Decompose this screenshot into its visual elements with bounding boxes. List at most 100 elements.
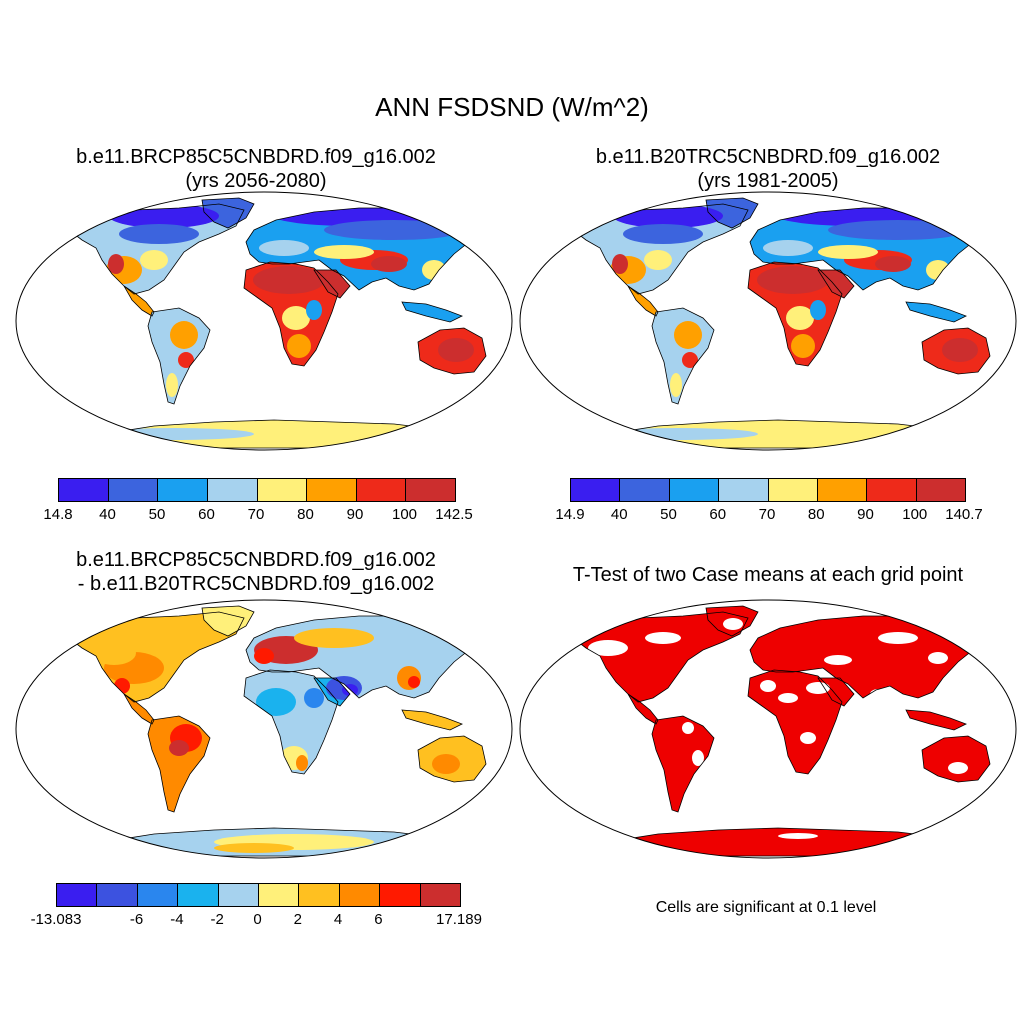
field-patch <box>92 641 136 665</box>
field-patch <box>875 256 911 272</box>
colorbar-swatch <box>406 479 455 501</box>
colorbar-tick-label: -4 <box>170 911 184 928</box>
field-patch <box>763 240 813 256</box>
colorbar-tick-label: 100 <box>902 506 928 523</box>
coastline <box>201 605 255 637</box>
colorbar-labels-case1: 14.8 40 50 60 70 80 90 100 142.5 <box>43 506 472 526</box>
colorbar-swatch <box>420 884 461 906</box>
colorbar-swatch <box>620 479 670 501</box>
panel-title-case1: b.e11.BRCP85C5CNBDRD.f09_g16.002 (yrs 20… <box>0 145 512 193</box>
field-patch <box>723 618 743 630</box>
colorbar-difference <box>56 883 461 907</box>
field-patch <box>810 300 826 320</box>
field-patch <box>438 338 474 362</box>
coastline <box>401 709 463 731</box>
field-patch <box>800 732 816 744</box>
colorbar-swatch <box>178 884 219 906</box>
map-case1 <box>15 191 513 451</box>
coastline <box>817 269 855 299</box>
field-patch <box>259 240 309 256</box>
colorbar-tick-label: 40 <box>610 506 628 523</box>
field-patch <box>314 245 374 259</box>
coastline <box>705 605 759 637</box>
field-patch <box>623 224 703 244</box>
colorbar-swatch <box>158 479 208 501</box>
colorbar-swatch <box>380 884 421 906</box>
land-europeAsia <box>750 616 993 698</box>
colorbar-tick-label: 6 <box>374 911 383 928</box>
coastline <box>572 203 749 295</box>
field-patch <box>296 755 308 771</box>
field-patch <box>598 428 758 440</box>
land-centralAmerica <box>628 286 658 316</box>
colorbar-swatch <box>259 884 300 906</box>
field-patch <box>806 682 830 694</box>
colorbar-labels-difference: -13.083 -6 -4 -2 0 2 4 6 17.189 <box>31 911 482 931</box>
panel-title-case2-line2: (yrs 1981-2005) <box>697 170 839 192</box>
colorbar-tick-label: 100 <box>391 506 418 523</box>
field-patch <box>253 266 325 294</box>
coastline <box>627 693 659 725</box>
panel-title-case2: b.e11.B20TRC5CNBDRD.f09_g16.002 (yrs 198… <box>512 145 1024 193</box>
colorbar-swatch <box>817 479 868 501</box>
colorbar-tick-label: 14.8 <box>43 506 73 523</box>
colorbar-tick-label: 2 <box>293 911 302 928</box>
land-australia <box>922 736 990 782</box>
colorbar-tick-label: 90 <box>346 506 364 523</box>
coastline <box>68 611 245 703</box>
field-patch <box>786 306 814 330</box>
field-patch <box>94 428 254 440</box>
field-patch <box>254 648 274 664</box>
panel-title-difference-line1: b.e11.BRCP85C5CNBDRD.f09_g16.002 <box>76 549 436 571</box>
field-patch <box>674 321 702 349</box>
land-northAmerica <box>69 612 244 702</box>
field-patch <box>778 693 798 703</box>
colorbar-tick-label: 60 <box>709 506 727 523</box>
field-patch <box>384 841 444 851</box>
field-patch <box>324 220 464 240</box>
colorbar-tick-label: 14.9 <box>555 506 585 523</box>
coastline <box>749 615 994 699</box>
field-patch <box>618 434 648 442</box>
field-patch <box>870 689 886 699</box>
colorbar-case2 <box>570 478 966 502</box>
colorbar-tick-label: -2 <box>210 911 224 928</box>
field-patch <box>114 434 144 442</box>
field-patch <box>178 352 194 368</box>
coastline <box>243 669 339 775</box>
significance-note: Cells are significant at 0.1 level <box>655 899 877 916</box>
colorbar-swatch <box>57 884 98 906</box>
field-patch <box>214 843 294 853</box>
panel-title-case2-line1: b.e11.B20TRC5CNBDRD.f09_g16.002 <box>595 146 941 168</box>
field-patch <box>942 338 978 362</box>
map-border <box>15 599 513 859</box>
colorbar-swatch <box>137 884 179 906</box>
colorbar-swatch <box>257 479 308 501</box>
coastline <box>147 715 211 813</box>
field-patch <box>166 373 178 397</box>
colorbar-swatch <box>669 479 720 501</box>
coastline <box>749 207 994 291</box>
coastline <box>313 677 351 707</box>
colorbar-swatch <box>916 479 965 501</box>
colorbar-tick-label: -6 <box>129 911 144 928</box>
field-patch <box>408 676 420 688</box>
coastline <box>921 327 991 375</box>
field-patch <box>170 321 198 349</box>
map-case2 <box>519 191 1017 451</box>
colorbar-tick-label: -13.083 <box>30 911 82 928</box>
coastline <box>747 261 843 367</box>
field-patch <box>644 250 672 270</box>
field-patch <box>828 220 968 240</box>
field-patch <box>760 680 776 692</box>
colorbar-swatch <box>299 884 340 906</box>
field-patch <box>306 300 322 320</box>
colorbar-swatch <box>97 884 138 906</box>
colorbar-tick-label: 80 <box>807 506 825 523</box>
coastline <box>905 709 967 731</box>
colorbar-tick-label: 70 <box>247 506 265 523</box>
field-patch <box>108 254 124 274</box>
land-indonesia <box>402 710 462 730</box>
field-patch <box>878 632 918 644</box>
map-ttest <box>519 599 1017 859</box>
